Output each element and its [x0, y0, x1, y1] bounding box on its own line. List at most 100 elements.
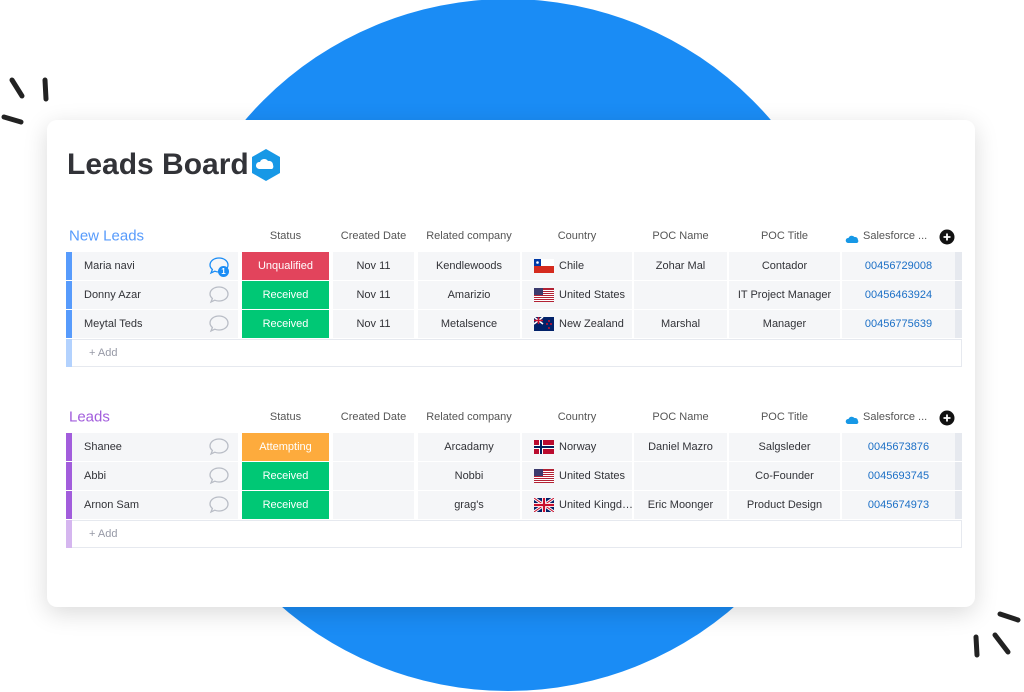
updates-icon[interactable] — [208, 495, 230, 515]
column-header: POC Title — [760, 411, 809, 423]
poc_title-cell: Contador — [729, 252, 840, 280]
company: Kendlewoods — [435, 260, 503, 272]
salesforce-cell: 00456729008 — [842, 252, 955, 280]
salesforce: 0045673876 — [867, 441, 930, 453]
country-cell: Norway — [522, 433, 632, 461]
country: United States — [559, 289, 626, 301]
salesforce: 00456729008 — [864, 260, 933, 272]
salesforce: 0045674973 — [867, 499, 930, 511]
poc_title-cell: Salgsleder — [729, 433, 840, 461]
date-cell — [333, 491, 414, 519]
country: Norway — [559, 441, 597, 453]
column-header: Status — [269, 230, 302, 242]
column-header: POC Name — [652, 230, 709, 242]
salesforce-badge — [252, 149, 280, 181]
poc_title-cell: Manager — [729, 310, 840, 338]
updates-icon[interactable] — [208, 466, 230, 486]
item-name: Meytal Teds — [84, 318, 143, 330]
column-header: POC Name — [652, 411, 709, 423]
poc_title: IT Project Manager — [737, 289, 832, 301]
date: Nov 11 — [356, 260, 391, 272]
country: United States — [559, 470, 626, 482]
country-cell: New Zealand — [522, 310, 632, 338]
country-flag — [533, 496, 555, 514]
company-cell: Metalsence — [418, 310, 520, 338]
salesforce-icon — [845, 412, 859, 424]
updates-icon[interactable] — [208, 437, 230, 457]
updates-icon[interactable] — [208, 256, 230, 276]
add-column-button[interactable] — [939, 410, 955, 426]
country: Chile — [559, 260, 585, 272]
poc_title-cell: Product Design — [729, 491, 840, 519]
salesforce-icon — [845, 231, 859, 243]
updates-icon[interactable] — [208, 314, 230, 334]
column-header: Salesforce ... — [863, 411, 928, 423]
country-flag — [534, 469, 554, 483]
poc_name-cell: Eric Moonger — [634, 491, 727, 519]
board-title: Leads Board — [67, 148, 249, 181]
status: Received — [262, 289, 309, 301]
scroll-strip — [955, 462, 962, 490]
status-cell[interactable]: Received — [242, 491, 329, 519]
column-header: POC Title — [760, 230, 809, 242]
scroll-strip — [955, 281, 962, 309]
poc_title: Contador — [761, 260, 808, 272]
add-item-row[interactable]: + Add — [72, 520, 962, 548]
company: Amarizio — [447, 289, 491, 301]
group-color-bar — [66, 252, 72, 280]
scroll-strip — [955, 252, 962, 280]
updates-badge: 1 — [218, 266, 229, 277]
date-cell — [333, 433, 414, 461]
column-header: Related company — [426, 230, 512, 242]
poc_name: Marshal — [660, 318, 701, 330]
poc_name-cell: Marshal — [634, 310, 727, 338]
poc_name-cell: Zohar Mal — [634, 252, 727, 280]
poc_name-cell — [634, 281, 727, 309]
poc_title: Manager — [762, 318, 807, 330]
salesforce-cell: 0045673876 — [842, 433, 955, 461]
poc_title: Salgsleder — [758, 441, 811, 453]
date-cell: Nov 11 — [333, 252, 414, 280]
status: Received — [262, 318, 309, 330]
status: Attempting — [259, 441, 312, 453]
salesforce: 00456463924 — [864, 289, 933, 301]
add-item-label: + Add — [89, 347, 118, 359]
group-color-bar — [66, 433, 72, 461]
company-cell: Amarizio — [418, 281, 520, 309]
status-cell[interactable]: Unqualified — [242, 252, 329, 280]
country-cell: United States — [522, 462, 632, 490]
column-header: Status — [269, 411, 302, 423]
status-cell[interactable]: Received — [242, 281, 329, 309]
item-name: Arnon Sam — [84, 499, 140, 511]
add-column-button[interactable] — [939, 229, 955, 245]
country: New Zealand — [559, 318, 624, 330]
status-cell[interactable]: Attempting — [242, 433, 329, 461]
company-cell: Nobbi — [418, 462, 520, 490]
salesforce-cell: 00456463924 — [842, 281, 955, 309]
status-cell[interactable]: Received — [242, 310, 329, 338]
date: Nov 11 — [356, 318, 391, 330]
column-header: Country — [557, 230, 597, 242]
country-cell: United Kingd… — [522, 491, 632, 519]
company-cell: Kendlewoods — [418, 252, 520, 280]
salesforce-cell: 0045674973 — [842, 491, 955, 519]
updates-icon[interactable] — [208, 285, 230, 305]
scroll-strip — [955, 491, 962, 519]
poc_name: Zohar Mal — [655, 260, 706, 272]
company: Metalsence — [440, 318, 498, 330]
company-cell: grag's — [418, 491, 520, 519]
poc_name-cell: Daniel Mazro — [634, 433, 727, 461]
add-item-row[interactable]: + Add — [72, 339, 962, 367]
group-title: Leads — [69, 408, 110, 426]
status: Received — [262, 470, 309, 482]
country: United Kingd… — [559, 499, 632, 511]
salesforce-cell: 00456775639 — [842, 310, 955, 338]
status: Unqualified — [257, 260, 314, 272]
poc_name-cell — [634, 462, 727, 490]
group-color-bar — [66, 281, 72, 309]
item-name: Shanee — [84, 441, 122, 453]
status-cell[interactable]: Received — [242, 462, 329, 490]
company-cell: Arcadamy — [418, 433, 520, 461]
poc_title: Product Design — [746, 499, 823, 511]
add-row-bar — [66, 339, 72, 367]
